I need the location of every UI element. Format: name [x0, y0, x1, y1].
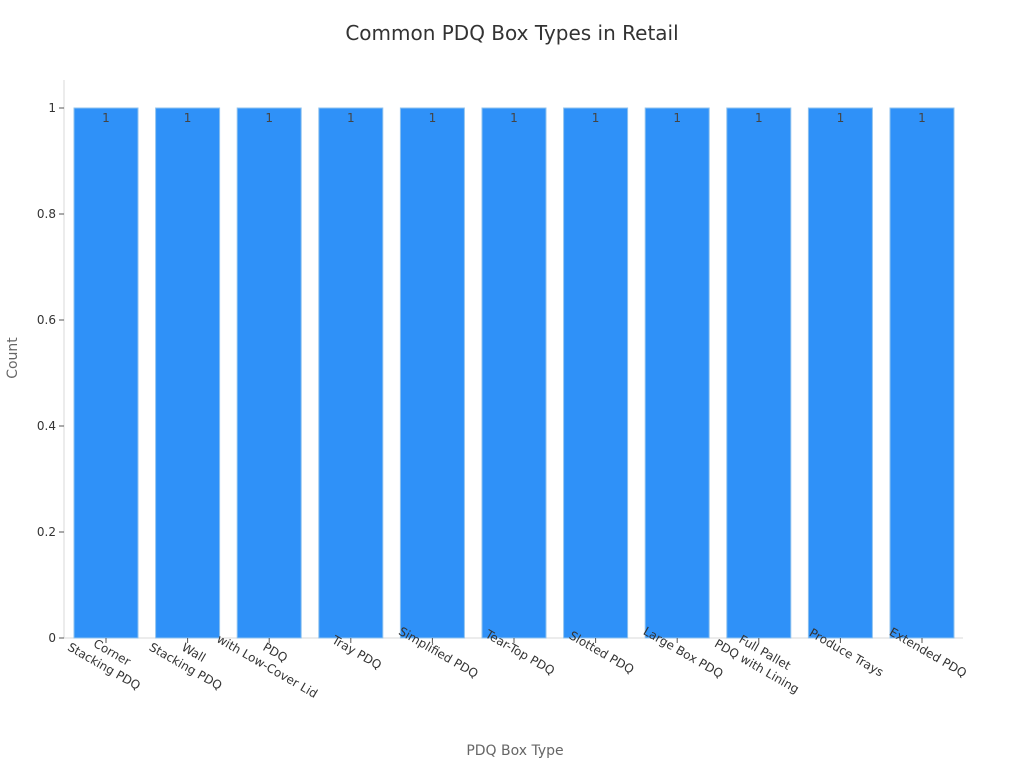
bar — [726, 107, 792, 639]
bar-data-label: 1 — [755, 111, 763, 125]
bar — [481, 107, 547, 639]
y-tick-label: 0.6 — [37, 313, 56, 327]
bar — [155, 107, 221, 639]
bar-data-label: 1 — [102, 111, 110, 125]
bar-data-label: 1 — [265, 111, 273, 125]
bar-data-label: 1 — [918, 111, 926, 125]
bar — [644, 107, 710, 639]
bar-data-label: 1 — [673, 111, 681, 125]
bar-data-label: 1 — [510, 111, 518, 125]
bar-data-label: 1 — [592, 111, 600, 125]
chart-title: Common PDQ Box Types in Retail — [345, 21, 678, 45]
bar-data-label: 1 — [837, 111, 845, 125]
y-tick-label: 0 — [48, 631, 56, 645]
bar — [807, 107, 873, 639]
bar — [236, 107, 302, 639]
y-tick-label: 0.2 — [37, 525, 56, 539]
bar-data-label: 1 — [429, 111, 437, 125]
bar — [563, 107, 629, 639]
bar — [399, 107, 465, 639]
bar — [889, 107, 955, 639]
y-axis-label: Count — [5, 337, 21, 379]
y-tick-label: 0.8 — [37, 207, 56, 221]
y-tick-label: 0.4 — [37, 419, 56, 433]
y-tick-label: 1 — [48, 101, 56, 115]
bar — [318, 107, 384, 639]
bar — [73, 107, 139, 639]
bar-data-label: 1 — [184, 111, 192, 125]
y-ticks: 0 0.2 0.4 0.6 0.8 1 — [37, 101, 64, 645]
x-axis-label: PDQ Box Type — [466, 743, 563, 759]
bar-data-label: 1 — [347, 111, 355, 125]
bars: 1 1 1 1 1 1 1 1 1 1 1 — [73, 107, 955, 639]
